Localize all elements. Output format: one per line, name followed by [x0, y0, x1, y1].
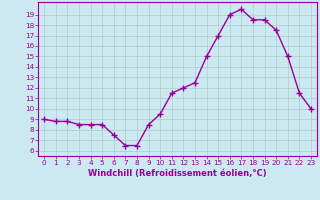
- X-axis label: Windchill (Refroidissement éolien,°C): Windchill (Refroidissement éolien,°C): [88, 169, 267, 178]
